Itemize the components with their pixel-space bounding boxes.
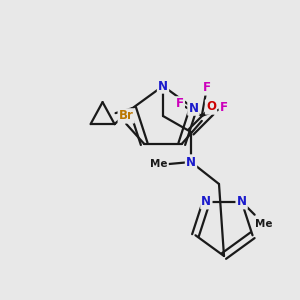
- Text: N: N: [237, 195, 247, 208]
- Text: F: F: [203, 81, 211, 94]
- Text: O: O: [206, 100, 216, 113]
- Text: N: N: [201, 195, 212, 208]
- Text: F: F: [176, 98, 184, 110]
- Text: Br: Br: [119, 110, 134, 122]
- Text: N: N: [186, 155, 196, 169]
- Text: Me: Me: [255, 219, 272, 229]
- Text: N: N: [158, 80, 168, 92]
- Text: F: F: [220, 101, 228, 114]
- Text: Me: Me: [150, 159, 168, 169]
- Text: N: N: [188, 102, 198, 115]
